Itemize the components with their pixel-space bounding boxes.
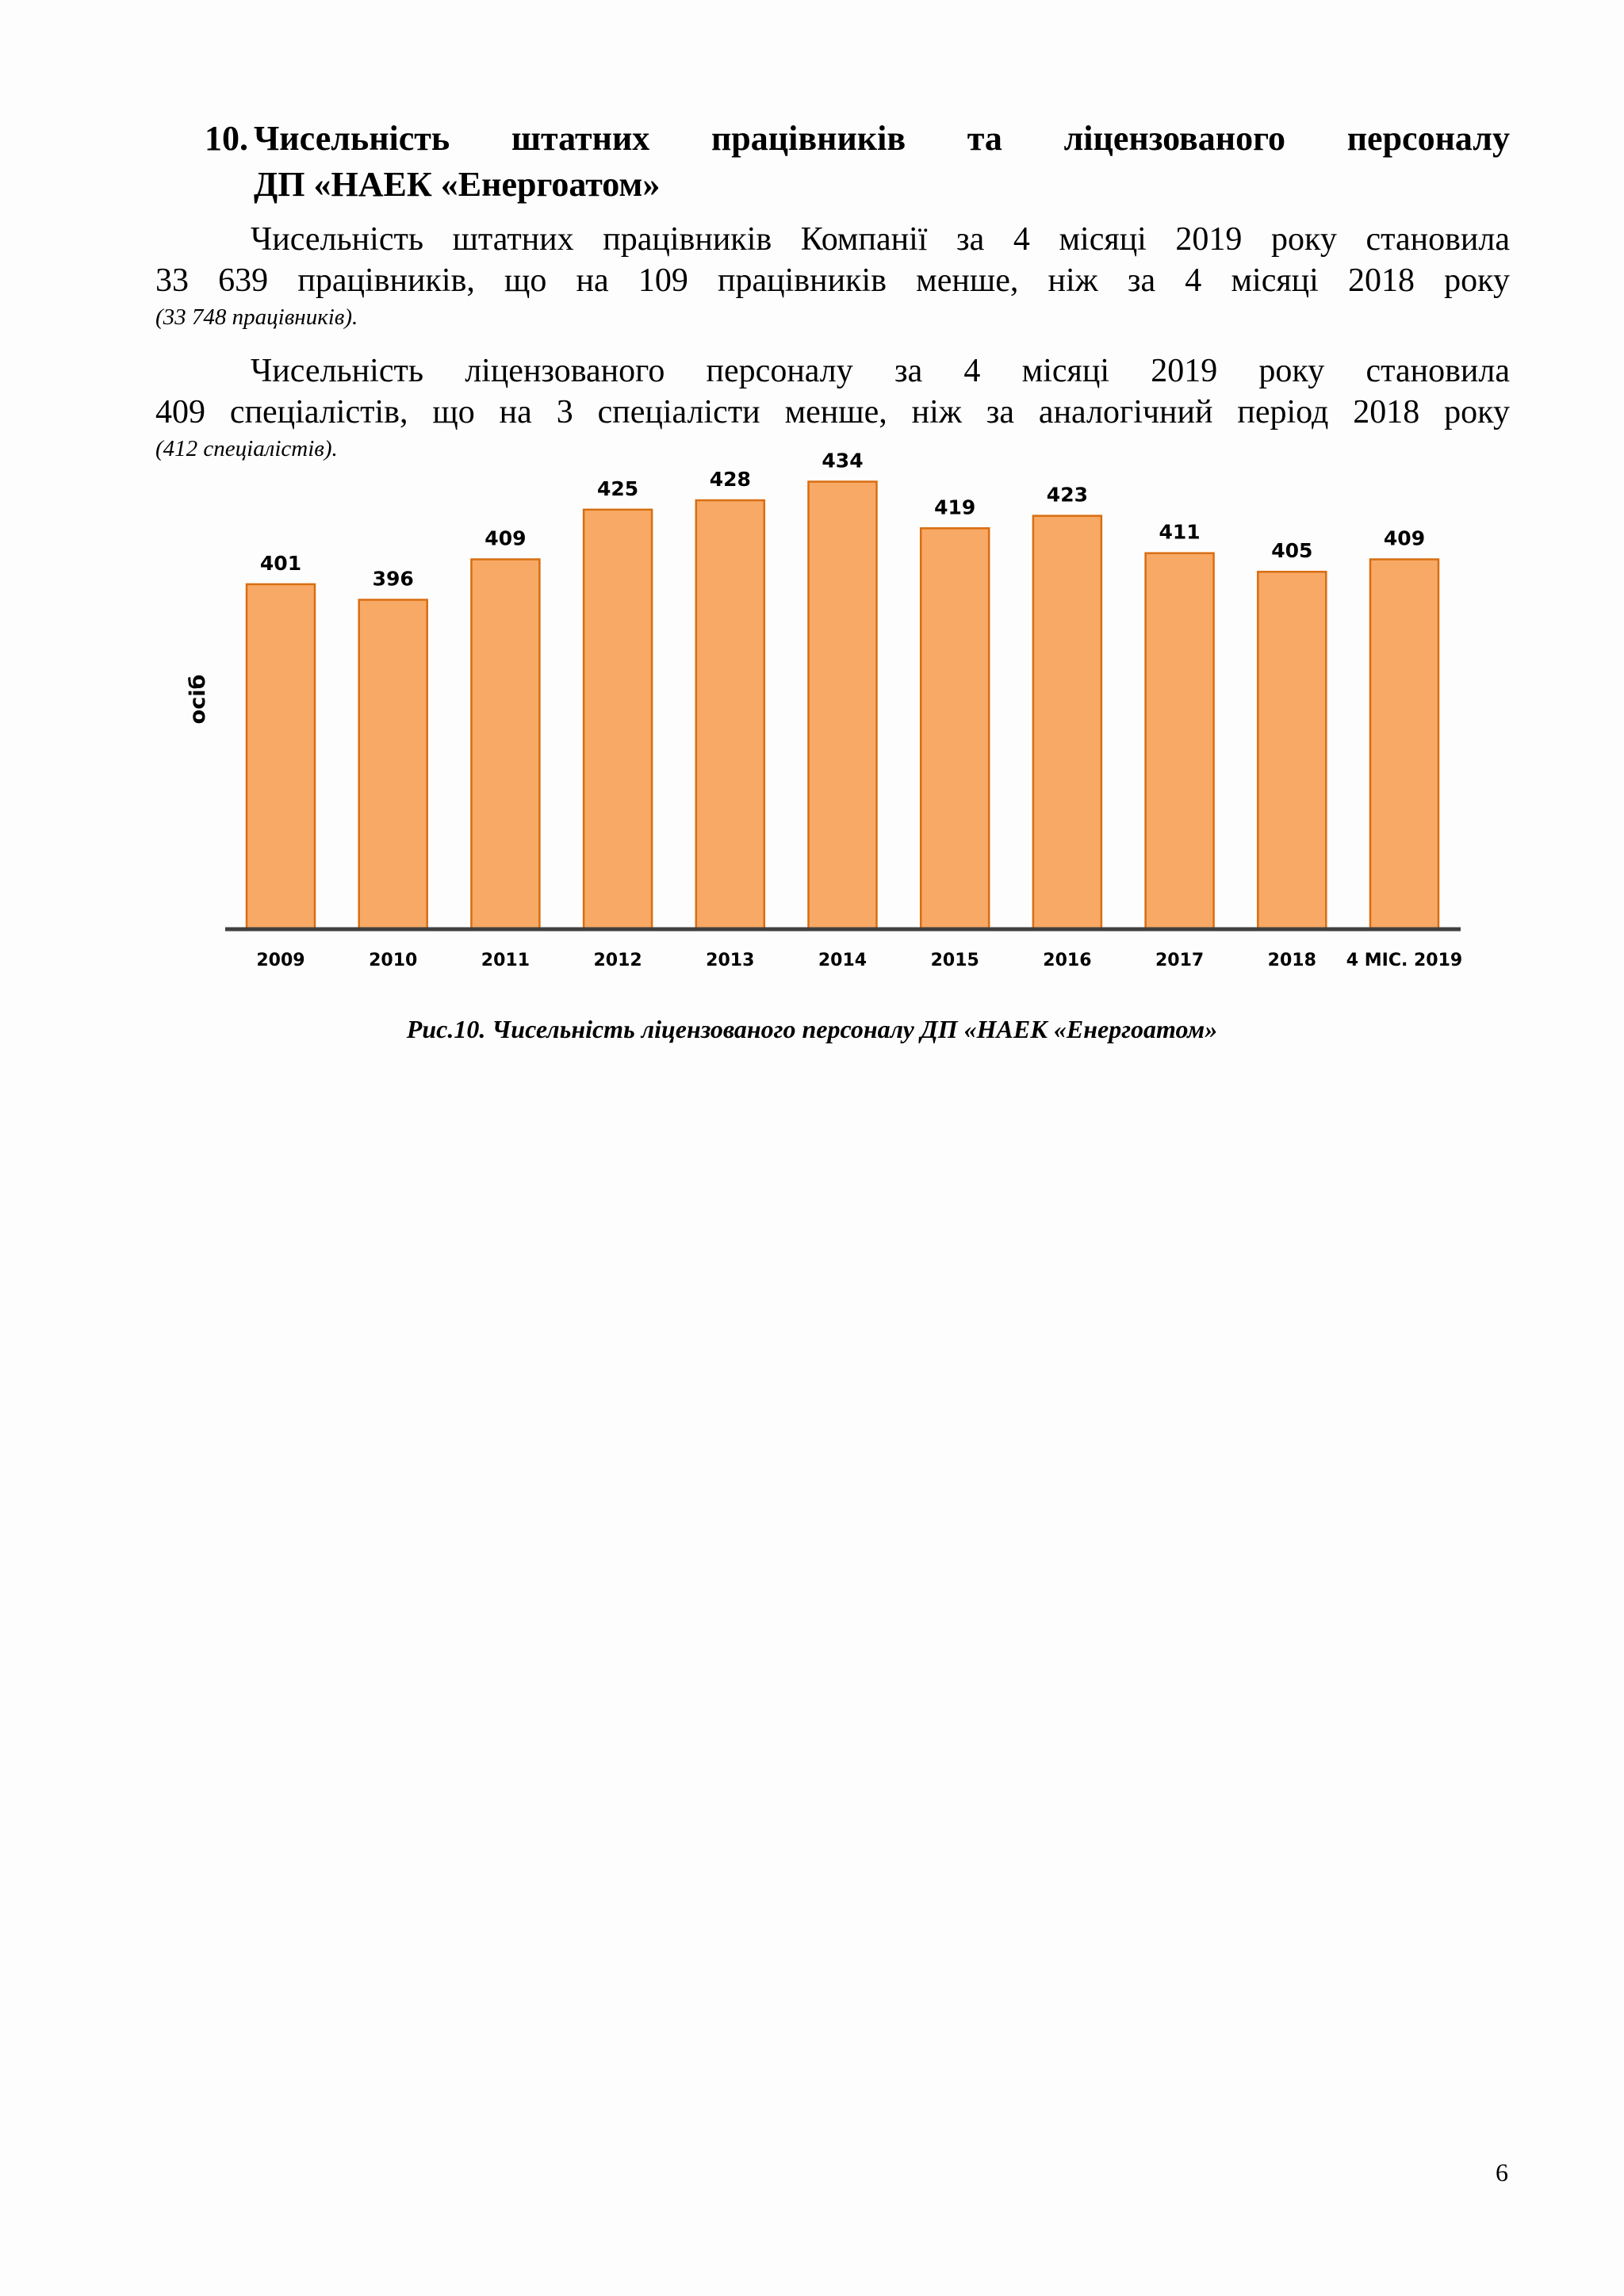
bar-value-label: 409: [485, 527, 526, 550]
bar-2015: [919, 527, 990, 931]
paragraph-staff: Чисельність штатних працівників Компанії…: [155, 219, 1510, 331]
x-tick-label: 4 МІС. 2019: [1346, 951, 1462, 970]
x-tick-label: 2009: [256, 951, 304, 970]
bar-2017: [1144, 552, 1215, 931]
bar-2010: [358, 599, 428, 931]
x-tick-label: 2014: [818, 951, 867, 970]
x-tick-label: 2016: [1043, 951, 1091, 970]
bar-value-label: 409: [1384, 527, 1425, 550]
bar-value-label: 419: [934, 496, 975, 519]
bar-value-label: 405: [1271, 539, 1312, 562]
paragraph-line: 33 639 працівників, що на 109 працівникі…: [155, 262, 1510, 299]
bar-value-label: 411: [1159, 521, 1201, 544]
bars-layer: [245, 480, 1440, 931]
bar-value-label: 425: [597, 477, 638, 500]
bar-2016: [1032, 515, 1103, 931]
x-tick-label: 2012: [593, 951, 642, 970]
bar-2014: [807, 480, 878, 931]
bar-2018: [1257, 570, 1327, 931]
paragraph-line: 409 спеціалістів, що на 3 спеціалісти ме…: [155, 394, 1510, 430]
paragraph-note: (412 спеціалістів).: [155, 436, 338, 461]
section-title-line-2: ДП «НАЕК «Енергоатом»: [254, 165, 661, 204]
x-tick-label: 2017: [1155, 951, 1204, 970]
bar-value-label: 401: [260, 552, 301, 575]
bar-2013: [695, 499, 766, 931]
bar-value-label: 434: [822, 450, 863, 473]
bar-value-label: 396: [373, 568, 414, 591]
page-number: 6: [1496, 2158, 1508, 2187]
x-tick-label: 2018: [1268, 951, 1316, 970]
bar-2011: [470, 558, 541, 931]
x-tick-labels-layer: 2009 2010 2011 2012 2013 2014 2015 2016 2017 2018…: [256, 951, 1462, 970]
paragraph-note: (33 748 працівників).: [155, 304, 358, 330]
bar-value-label: 428: [710, 468, 751, 491]
x-tick-label: 2010: [369, 951, 417, 970]
x-tick-label: 2011: [481, 951, 530, 970]
x-tick-label: 2015: [931, 951, 979, 970]
chart-container: 401 396 409 425 428 434 419 423 411 405 409 2009 20…: [0, 0, 1624, 999]
figure-caption: Рис.10. Чисельність ліцензованого персон…: [406, 1015, 1218, 1043]
value-labels-layer: 401 396 409 425 428 434 419 423 411 405 409: [260, 450, 1425, 591]
x-tick-label: 2013: [706, 951, 754, 970]
bar-4-міс.-2019: [1369, 558, 1440, 931]
bar-value-label: 423: [1047, 484, 1088, 507]
section-number: 10.: [205, 119, 248, 158]
section-title-line-1: Чисельність штатних працівників та ліцен…: [254, 119, 1510, 158]
bar-2009: [245, 583, 316, 931]
paragraph-line: Чисельність штатних працівників Компанії…: [251, 221, 1510, 258]
bar-2012: [582, 508, 653, 931]
paragraph-licensed-personnel: Чисельність ліцензованого персоналу за 4…: [155, 350, 1510, 463]
paragraph-line: Чисельність ліцензованого персоналу за 4…: [251, 353, 1510, 389]
y-axis-title: осіб: [186, 675, 210, 725]
